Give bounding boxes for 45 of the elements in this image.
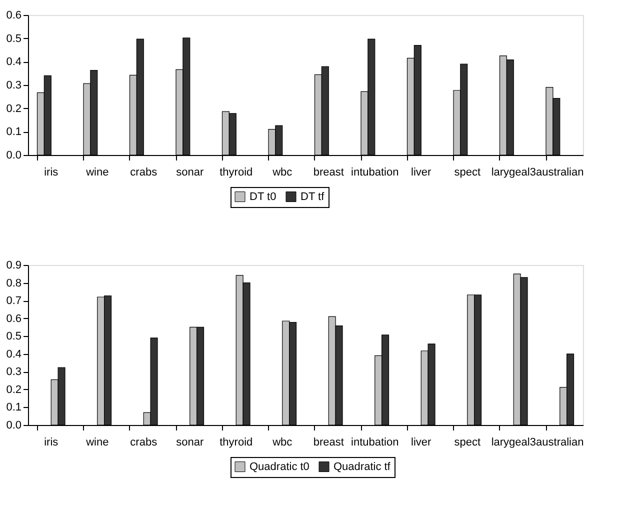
x-tick-label: spect (454, 436, 481, 448)
x-tick-label: crabs (130, 436, 158, 448)
x-tick-label: wine (85, 166, 109, 178)
y-tick-label: 0.7 (6, 295, 22, 308)
x-tick-label: australian (536, 166, 584, 178)
x-tick-label: iris (44, 166, 59, 178)
legend-label: Quadratic tf (334, 460, 392, 473)
y-tick-label: 0.6 (6, 10, 22, 22)
y-tick-label: 0.2 (6, 384, 22, 396)
x-tick-label: australian (536, 436, 584, 448)
y-tick-label: 0.4 (6, 56, 22, 68)
legend-label: DT tf (300, 190, 326, 203)
x-tick-label: wine (85, 436, 109, 448)
x-tick-label: wbc (272, 436, 293, 448)
x-tick-label: breast (313, 436, 344, 448)
y-tick-label: 0.8 (6, 277, 22, 290)
x-tick-label: thyroid (220, 166, 253, 178)
x-tick-label: larygeal3 (491, 166, 536, 178)
y-tick-label: 0.3 (6, 366, 22, 378)
y-tick-label: 0.9 (6, 260, 22, 272)
y-tick-label: 0.5 (6, 32, 22, 45)
x-tick-label: spect (454, 166, 481, 178)
y-tick-label: 0.1 (6, 126, 22, 138)
x-tick-label: sonar (176, 166, 204, 178)
x-tick-label: wbc (272, 166, 293, 178)
x-tick-label: liver (411, 166, 432, 178)
y-tick-label: 0.6 (6, 312, 22, 325)
x-tick-label: liver (411, 436, 432, 448)
y-tick-label: 0.5 (6, 330, 22, 343)
legend-label: Quadratic t0 (250, 460, 310, 473)
x-tick-label: intubation (351, 166, 399, 178)
x-tick-label: iris (44, 436, 59, 448)
y-tick-label: 0.3 (6, 80, 22, 92)
y-tick-label: 0.0 (6, 420, 22, 432)
x-tick-label: crabs (130, 166, 158, 178)
x-tick-label: larygeal3 (491, 436, 536, 448)
x-tick-label: breast (313, 166, 344, 178)
x-tick-label: sonar (176, 436, 204, 448)
y-tick-label: 0.1 (6, 402, 22, 414)
x-tick-label: thyroid (220, 436, 253, 448)
y-tick-label: 0.4 (6, 348, 22, 360)
x-tick-label: intubation (351, 436, 399, 448)
legend-label: DT t0 (250, 190, 276, 203)
y-tick-label: 0.2 (6, 102, 22, 115)
y-tick-label: 0.0 (6, 150, 22, 162)
